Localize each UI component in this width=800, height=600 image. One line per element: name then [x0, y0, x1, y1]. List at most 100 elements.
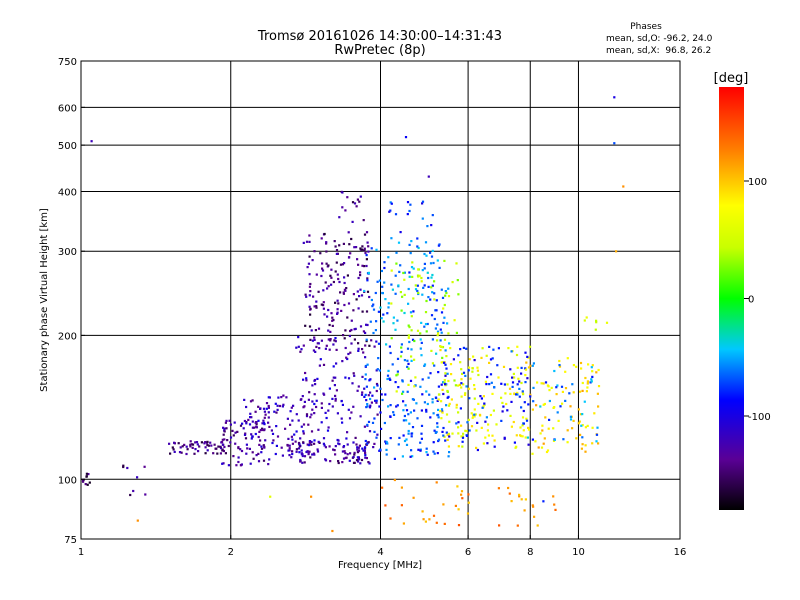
data-point: [195, 441, 199, 444]
data-point: [403, 414, 406, 418]
data-point: [395, 374, 398, 377]
data-point: [522, 393, 525, 396]
data-point: [386, 442, 389, 445]
data-point: [387, 369, 390, 372]
data-point: [365, 258, 368, 261]
data-point: [531, 408, 534, 411]
data-point: [371, 421, 375, 424]
data-point: [315, 345, 318, 348]
data-point: [225, 419, 228, 422]
data-point: [401, 455, 404, 458]
data-point: [343, 337, 346, 340]
data-point: [509, 368, 512, 371]
data-point: [548, 418, 551, 421]
data-point: [416, 237, 419, 240]
data-point: [447, 295, 451, 298]
data-point: [354, 436, 357, 439]
data-point: [320, 237, 323, 240]
data-point: [322, 301, 325, 304]
data-point: [324, 446, 327, 449]
y-tick-label: 400: [58, 187, 77, 198]
data-point: [304, 371, 307, 375]
data-point: [485, 383, 488, 386]
data-point: [222, 433, 225, 436]
x-tick-label: 1: [78, 547, 84, 558]
data-point: [409, 311, 413, 314]
data-point: [468, 429, 471, 432]
data-point: [372, 303, 375, 306]
data-point: [489, 373, 493, 376]
data-point: [436, 425, 439, 428]
y-tick-label: 500: [58, 141, 77, 152]
data-point: [357, 263, 360, 266]
data-point: [462, 371, 466, 374]
data-point: [444, 374, 447, 377]
data-point: [449, 363, 453, 366]
data-point: [414, 284, 417, 287]
data-point: [260, 451, 263, 454]
data-point: [264, 413, 267, 416]
data-point: [357, 276, 360, 280]
data-point: [500, 396, 503, 399]
data-point: [469, 377, 472, 380]
data-point: [409, 252, 412, 255]
data-point: [357, 349, 360, 352]
x-ticks: 1 2 4 6 8 10 16: [78, 535, 686, 558]
data-point: [294, 440, 297, 443]
data-point: [262, 407, 266, 410]
data-point: [356, 198, 359, 201]
data-point: [426, 225, 429, 228]
data-point: [433, 280, 436, 283]
data-point: [471, 416, 474, 419]
data-point: [351, 201, 355, 204]
data-point: [486, 375, 489, 379]
data-point: [275, 444, 278, 447]
data-point: [403, 293, 406, 296]
data-point: [512, 420, 515, 424]
data-point: [353, 451, 356, 454]
data-point: [356, 258, 359, 261]
data-point: [487, 423, 490, 426]
data-point: [403, 278, 406, 281]
data-point: [476, 366, 479, 369]
data-point: [363, 289, 366, 293]
data-point: [501, 401, 504, 404]
data-point: [364, 373, 367, 376]
data-point: [379, 306, 382, 309]
data-point: [347, 352, 350, 356]
data-point: [310, 443, 313, 446]
data-point: [520, 381, 523, 385]
data-point: [358, 444, 361, 447]
data-point: [448, 451, 451, 454]
data-point: [421, 269, 424, 272]
data-point: [437, 393, 441, 396]
data-point: [323, 313, 326, 316]
data-point: [363, 247, 366, 250]
data-point: [440, 361, 443, 364]
data-point: [365, 231, 369, 234]
data-point: [332, 318, 335, 322]
data-point: [337, 442, 340, 445]
data-point: [461, 497, 464, 500]
data-point: [427, 376, 430, 379]
data-point: [382, 313, 385, 316]
data-point: [394, 381, 397, 384]
data-point: [326, 315, 329, 318]
data-point: [430, 224, 433, 227]
data-point: [389, 437, 392, 440]
data-point: [436, 323, 439, 326]
data-point: [465, 430, 468, 433]
data-point: [455, 262, 458, 265]
data-point: [286, 417, 289, 420]
data-point: [539, 405, 542, 408]
data-point: [249, 416, 252, 419]
data-point: [411, 275, 414, 278]
data-point: [368, 462, 371, 465]
data-point: [299, 398, 302, 401]
data-point: [400, 346, 403, 349]
data-point: [281, 454, 284, 457]
data-point: [325, 262, 328, 265]
data-point: [223, 438, 226, 441]
data-point: [341, 450, 344, 453]
data-point: [350, 237, 353, 241]
